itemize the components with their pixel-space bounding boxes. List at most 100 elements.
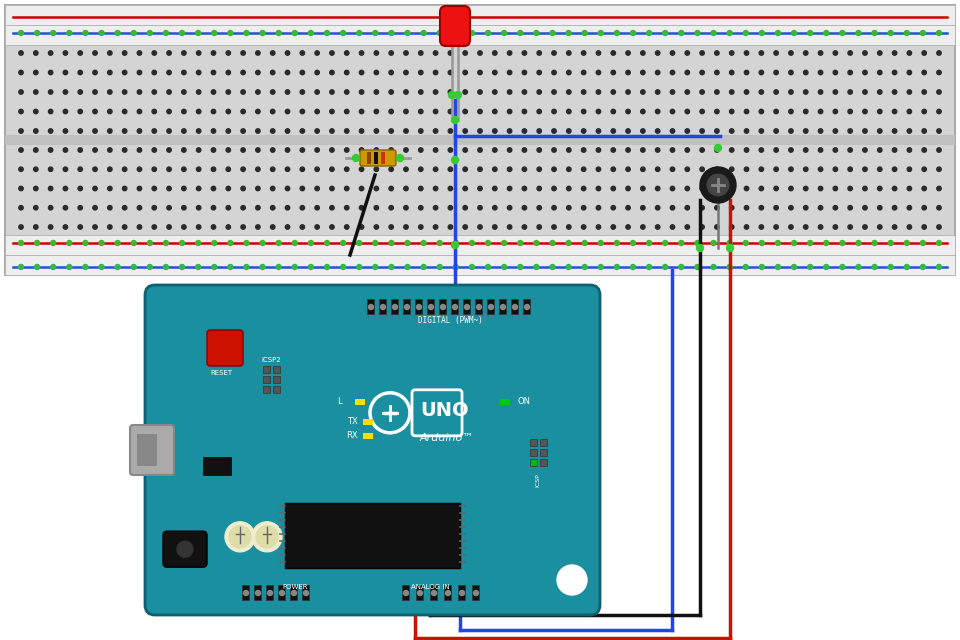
Circle shape bbox=[730, 129, 733, 133]
Circle shape bbox=[51, 31, 56, 35]
Circle shape bbox=[78, 90, 83, 94]
Circle shape bbox=[300, 51, 304, 55]
Circle shape bbox=[848, 205, 852, 210]
Circle shape bbox=[492, 109, 497, 114]
Circle shape bbox=[244, 31, 249, 35]
Bar bbox=[263, 386, 270, 393]
Circle shape bbox=[63, 205, 67, 210]
Circle shape bbox=[695, 31, 700, 35]
Circle shape bbox=[848, 109, 852, 114]
Circle shape bbox=[537, 51, 541, 55]
Circle shape bbox=[329, 148, 334, 152]
Circle shape bbox=[824, 264, 828, 269]
Circle shape bbox=[582, 205, 586, 210]
Circle shape bbox=[922, 167, 926, 172]
Circle shape bbox=[48, 129, 53, 133]
Circle shape bbox=[612, 225, 615, 229]
Circle shape bbox=[631, 31, 636, 35]
Circle shape bbox=[405, 31, 410, 35]
Bar bbox=[402, 585, 409, 600]
Bar bbox=[540, 458, 547, 465]
Bar bbox=[5, 135, 955, 145]
Circle shape bbox=[937, 205, 941, 210]
Circle shape bbox=[596, 51, 601, 55]
Circle shape bbox=[123, 51, 127, 55]
Circle shape bbox=[893, 205, 897, 210]
Circle shape bbox=[626, 148, 631, 152]
Circle shape bbox=[877, 70, 882, 75]
Circle shape bbox=[63, 70, 67, 75]
Bar bbox=[278, 585, 285, 600]
Circle shape bbox=[163, 31, 168, 35]
Bar bbox=[416, 585, 423, 600]
Circle shape bbox=[453, 31, 458, 35]
Circle shape bbox=[492, 70, 497, 75]
Circle shape bbox=[452, 305, 458, 310]
Circle shape bbox=[714, 145, 722, 152]
Text: ICSP2: ICSP2 bbox=[261, 357, 281, 363]
Circle shape bbox=[922, 90, 926, 94]
Circle shape bbox=[537, 148, 541, 152]
Circle shape bbox=[789, 186, 793, 191]
Circle shape bbox=[614, 241, 619, 246]
Circle shape bbox=[137, 90, 142, 94]
Circle shape bbox=[492, 148, 497, 152]
Circle shape bbox=[789, 51, 793, 55]
Circle shape bbox=[888, 264, 893, 269]
Circle shape bbox=[227, 148, 230, 152]
Circle shape bbox=[656, 225, 660, 229]
Circle shape bbox=[759, 148, 763, 152]
Circle shape bbox=[833, 70, 837, 75]
Circle shape bbox=[582, 129, 586, 133]
Circle shape bbox=[19, 148, 23, 152]
Circle shape bbox=[582, 31, 588, 35]
Circle shape bbox=[34, 205, 38, 210]
Circle shape bbox=[670, 90, 675, 94]
Circle shape bbox=[804, 90, 808, 94]
Circle shape bbox=[640, 167, 645, 172]
Circle shape bbox=[759, 167, 763, 172]
Circle shape bbox=[48, 205, 53, 210]
Circle shape bbox=[285, 205, 290, 210]
Circle shape bbox=[300, 70, 304, 75]
Circle shape bbox=[256, 526, 278, 548]
Circle shape bbox=[123, 205, 127, 210]
Bar bbox=[427, 299, 434, 314]
Circle shape bbox=[147, 241, 153, 246]
Circle shape bbox=[19, 90, 23, 94]
Circle shape bbox=[774, 70, 779, 75]
Circle shape bbox=[428, 305, 434, 310]
Circle shape bbox=[163, 241, 168, 246]
Circle shape bbox=[433, 167, 438, 172]
Circle shape bbox=[552, 186, 556, 191]
Circle shape bbox=[656, 90, 660, 94]
Circle shape bbox=[937, 167, 941, 172]
Circle shape bbox=[789, 70, 793, 75]
FancyBboxPatch shape bbox=[130, 425, 174, 475]
Bar bbox=[363, 419, 373, 425]
Circle shape bbox=[211, 205, 216, 210]
Circle shape bbox=[177, 541, 193, 557]
Circle shape bbox=[255, 90, 260, 94]
Circle shape bbox=[670, 205, 675, 210]
Circle shape bbox=[872, 264, 877, 269]
Circle shape bbox=[818, 51, 823, 55]
Circle shape bbox=[463, 70, 468, 75]
Circle shape bbox=[818, 90, 823, 94]
Circle shape bbox=[255, 186, 260, 191]
Circle shape bbox=[818, 186, 823, 191]
Circle shape bbox=[285, 186, 290, 191]
Circle shape bbox=[640, 225, 645, 229]
Text: ON: ON bbox=[517, 397, 530, 406]
Circle shape bbox=[937, 264, 942, 269]
Circle shape bbox=[374, 205, 378, 210]
Circle shape bbox=[508, 148, 512, 152]
Circle shape bbox=[743, 241, 748, 246]
Circle shape bbox=[708, 174, 729, 196]
Circle shape bbox=[714, 109, 719, 114]
Circle shape bbox=[374, 51, 378, 55]
Circle shape bbox=[685, 205, 689, 210]
Circle shape bbox=[228, 241, 233, 246]
Circle shape bbox=[285, 51, 290, 55]
Circle shape bbox=[582, 241, 588, 246]
